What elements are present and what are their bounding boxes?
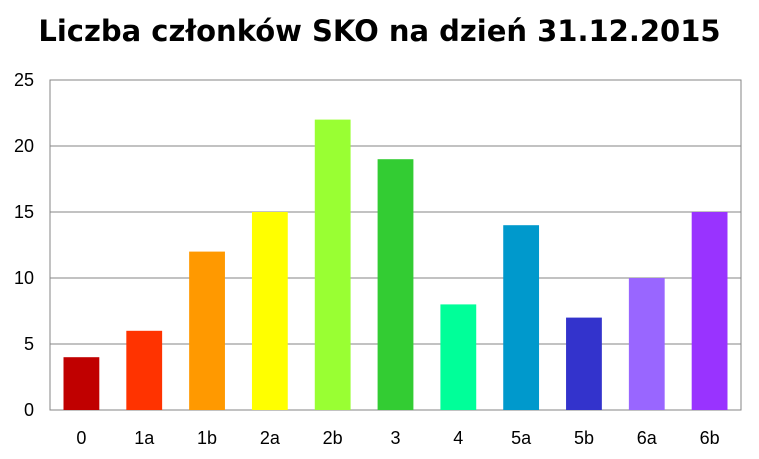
bar: [503, 225, 540, 410]
x-tick-label: 5b: [574, 428, 594, 448]
bar: [189, 251, 225, 410]
bar: [126, 330, 163, 410]
x-tick-label: 6b: [700, 428, 720, 448]
x-tick-label: 0: [76, 428, 86, 448]
bar: [628, 278, 665, 410]
x-tick-label: 2b: [323, 428, 343, 448]
x-tick-label: 6a: [637, 428, 658, 448]
x-tick-label: 4: [453, 428, 463, 448]
x-tick-label: 3: [390, 428, 400, 448]
x-tick-label: 1b: [197, 428, 217, 448]
x-tick-label: 2a: [260, 428, 281, 448]
y-tick-label: 10: [14, 268, 34, 288]
bar: [566, 317, 602, 410]
y-tick-label: 25: [14, 70, 34, 90]
x-tick-label: 5a: [511, 428, 532, 448]
y-tick-label: 20: [14, 136, 34, 156]
bar: [440, 304, 477, 410]
bar: [377, 159, 414, 410]
y-tick-label: 0: [24, 400, 34, 420]
bar: [251, 212, 288, 410]
y-tick-label: 5: [24, 334, 34, 354]
y-tick-label: 15: [14, 202, 34, 222]
x-tick-label: 1a: [134, 428, 155, 448]
chart-title: Liczba członków SKO na dzień 31.12.2015: [38, 14, 721, 48]
bar: [691, 212, 728, 410]
bar: [314, 119, 351, 410]
bar: [63, 357, 100, 410]
